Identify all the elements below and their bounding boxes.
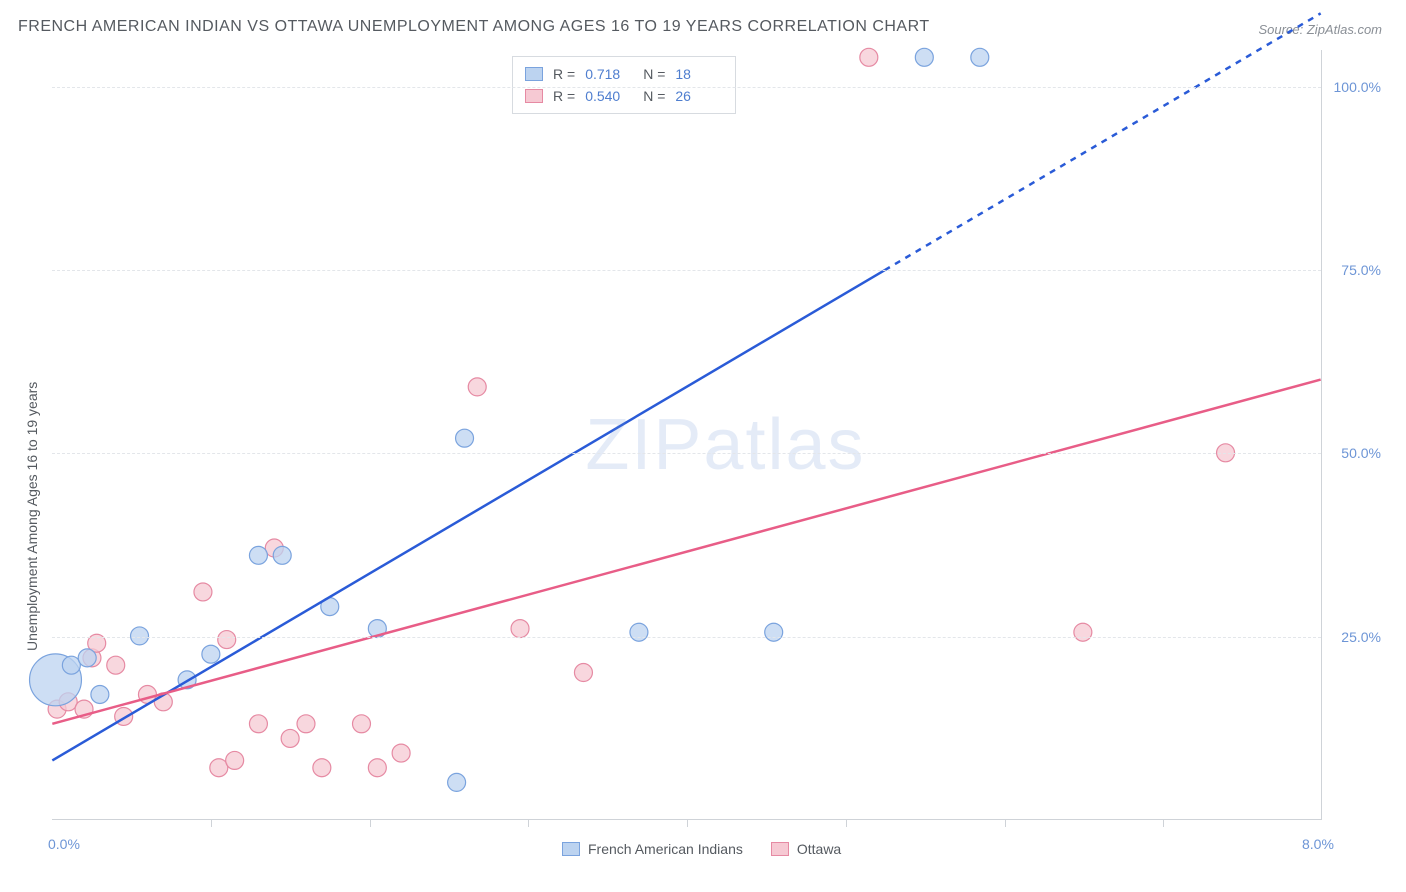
x-tick <box>846 819 847 827</box>
point-ottawa <box>511 620 529 638</box>
x-tick <box>211 819 212 827</box>
r-label: R = <box>553 88 575 104</box>
series-legend: French American Indians Ottawa <box>562 841 841 857</box>
point-ottawa <box>297 715 315 733</box>
gridline <box>52 453 1321 454</box>
legend-swatch-ottawa <box>771 842 789 856</box>
point-french <box>249 546 267 564</box>
y-tick-label: 100.0% <box>1334 79 1381 95</box>
point-french <box>456 429 474 447</box>
plot-area: ZIPatlas R = 0.718 N = 18 R = 0.540 N = … <box>52 50 1322 820</box>
r-value-ottawa: 0.540 <box>585 88 633 104</box>
gridline <box>52 637 1321 638</box>
regression-ottawa <box>52 380 1320 724</box>
x-axis-max-label: 8.0% <box>1302 836 1334 852</box>
gridline <box>52 270 1321 271</box>
point-french <box>62 656 80 674</box>
point-ottawa <box>281 729 299 747</box>
point-ottawa <box>249 715 267 733</box>
point-ottawa <box>226 751 244 769</box>
x-tick <box>1163 819 1164 827</box>
point-ottawa <box>210 759 228 777</box>
point-ottawa <box>107 656 125 674</box>
point-ottawa <box>352 715 370 733</box>
x-tick <box>528 819 529 827</box>
point-ottawa <box>574 664 592 682</box>
point-ottawa <box>194 583 212 601</box>
gridline <box>52 87 1321 88</box>
legend-swatch-french <box>525 67 543 81</box>
x-axis-min-label: 0.0% <box>48 836 80 852</box>
legend-label-french: French American Indians <box>588 841 743 857</box>
y-tick-label: 75.0% <box>1341 262 1381 278</box>
legend-item-french: French American Indians <box>562 841 743 857</box>
x-tick <box>370 819 371 827</box>
point-ottawa <box>392 744 410 762</box>
regression-french <box>52 270 884 760</box>
r-value-french: 0.718 <box>585 66 633 82</box>
n-value-french: 18 <box>675 66 723 82</box>
point-french <box>630 623 648 641</box>
point-french <box>915 48 933 66</box>
legend-row-french: R = 0.718 N = 18 <box>525 63 723 85</box>
n-label: N = <box>643 88 665 104</box>
point-french <box>765 623 783 641</box>
point-ottawa <box>368 759 386 777</box>
legend-swatch-french <box>562 842 580 856</box>
point-french <box>971 48 989 66</box>
point-ottawa <box>313 759 331 777</box>
point-ottawa <box>218 631 236 649</box>
n-label: N = <box>643 66 665 82</box>
point-french <box>78 649 96 667</box>
legend-item-ottawa: Ottawa <box>771 841 841 857</box>
legend-swatch-ottawa <box>525 89 543 103</box>
point-french <box>202 645 220 663</box>
n-value-ottawa: 26 <box>675 88 723 104</box>
y-tick-label: 50.0% <box>1341 445 1381 461</box>
chart-svg <box>52 50 1321 819</box>
regression-french-dash <box>885 13 1321 270</box>
y-tick-label: 25.0% <box>1341 629 1381 645</box>
correlation-legend: R = 0.718 N = 18 R = 0.540 N = 26 <box>512 56 736 114</box>
source-attribution: Source: ZipAtlas.com <box>1258 22 1382 37</box>
x-tick <box>1005 819 1006 827</box>
y-axis-label: Unemployment Among Ages 16 to 19 years <box>24 381 40 650</box>
chart-title: FRENCH AMERICAN INDIAN VS OTTAWA UNEMPLO… <box>18 18 930 36</box>
legend-row-ottawa: R = 0.540 N = 26 <box>525 85 723 107</box>
r-label: R = <box>553 66 575 82</box>
point-french <box>91 686 109 704</box>
point-french <box>448 773 466 791</box>
legend-label-ottawa: Ottawa <box>797 841 841 857</box>
point-ottawa <box>468 378 486 396</box>
x-tick <box>687 819 688 827</box>
point-ottawa <box>1074 623 1092 641</box>
point-ottawa <box>860 48 878 66</box>
point-french <box>273 546 291 564</box>
